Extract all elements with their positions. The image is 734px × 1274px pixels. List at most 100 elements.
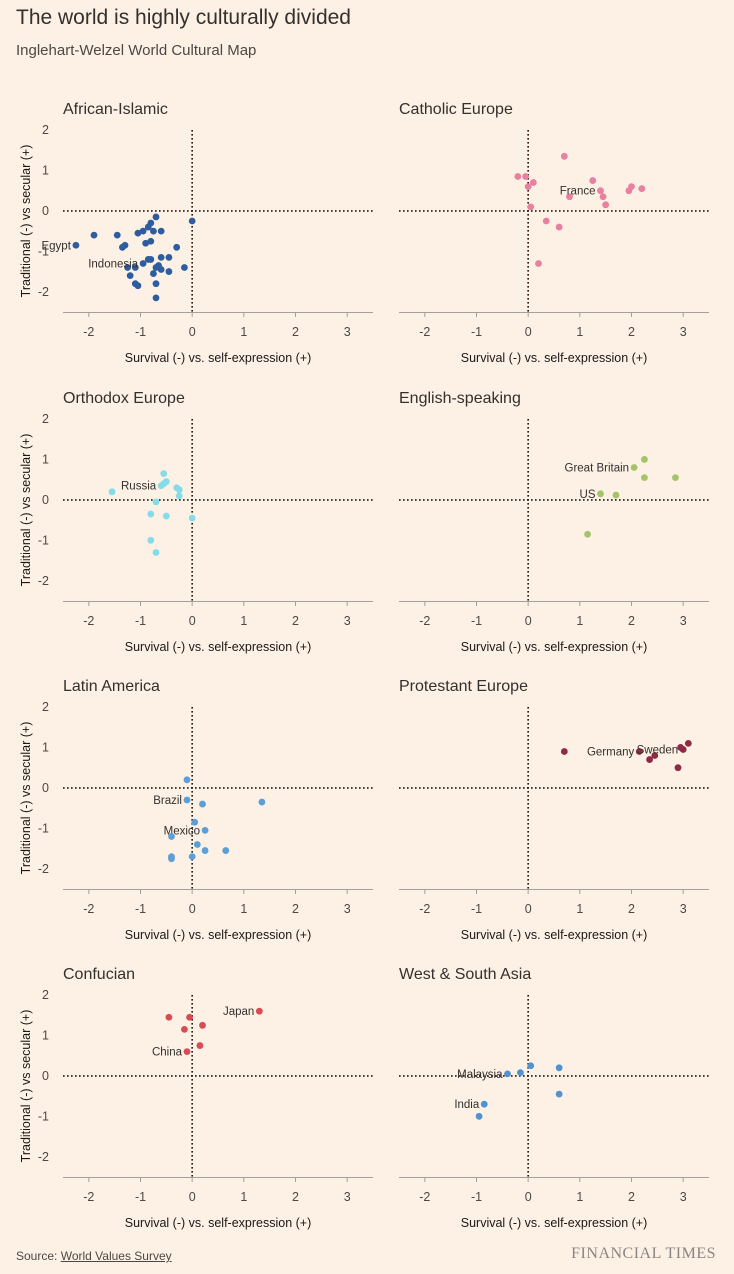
page-title: The world is highly culturally divided — [16, 6, 351, 29]
data-point — [186, 1013, 193, 1021]
panel-latin-america: Latin America -2 -1 0 1 2 3 2 1 0 -1 -2 Survival (-)… — [19, 678, 373, 942]
x-tick-label: 3 — [344, 325, 351, 339]
point-label: China — [152, 1047, 183, 1059]
data-point — [589, 177, 597, 184]
panel-title: Catholic Europe — [399, 101, 513, 118]
source-link[interactable]: World Values Survey — [60, 1249, 172, 1263]
y-tick-label: 1 — [42, 740, 49, 754]
data-point — [638, 185, 646, 193]
x-tick-label: -1 — [135, 325, 146, 339]
data-point — [566, 193, 573, 201]
data-point — [635, 748, 643, 755]
x-tick-label: 1 — [576, 614, 583, 628]
x-tick-label: 2 — [628, 325, 635, 339]
point-label: Germany — [587, 746, 635, 758]
x-axis-label: Survival (-) vs. self-expression (+) — [125, 928, 312, 942]
y-tick-label: -1 — [38, 821, 49, 835]
data-point — [150, 270, 157, 277]
x-axis-label: Survival (-) vs. self-expression (+) — [461, 1216, 648, 1230]
data-point — [121, 241, 129, 249]
y-tick-label: -2 — [38, 1150, 49, 1164]
data-point — [527, 203, 535, 211]
x-tick-label: 0 — [525, 614, 532, 628]
x-tick-label: 3 — [680, 1190, 687, 1204]
data-point — [157, 227, 165, 235]
y-axis-label: Traditional (-) vs secular (+) — [19, 145, 33, 298]
x-tick-label: 1 — [240, 614, 247, 628]
data-point — [157, 266, 165, 273]
data-point — [630, 464, 638, 471]
data-point — [152, 498, 160, 506]
panel-title: Protestant Europe — [399, 678, 528, 695]
x-tick-label: 1 — [240, 1190, 247, 1204]
point-label: Great Britain — [565, 463, 630, 475]
data-point — [555, 1090, 563, 1098]
data-point — [584, 530, 591, 538]
source-note: Source: World Values Survey — [16, 1249, 172, 1263]
data-point — [602, 201, 610, 209]
panel-orthodox-europe: Orthodox Europe -2 -1 0 1 2 3 2 1 0 -1 -2 Survival (… — [19, 390, 373, 654]
data-point — [504, 1070, 511, 1078]
x-tick-label: -2 — [419, 614, 430, 628]
x-tick-label: 3 — [680, 325, 687, 339]
data-point — [165, 1013, 173, 1021]
data-point — [175, 492, 183, 500]
x-tick-label: 2 — [628, 614, 635, 628]
data-point — [165, 268, 173, 275]
x-tick-label: -1 — [471, 325, 482, 339]
x-tick-label: -2 — [419, 325, 430, 339]
x-tick-label: 0 — [525, 902, 532, 916]
x-tick-label: 3 — [344, 902, 351, 916]
data-point — [168, 833, 175, 840]
data-point — [124, 264, 131, 271]
ft-logo: FINANCIAL TIMES — [571, 1245, 716, 1262]
panel-title: West & South Asia — [399, 966, 531, 983]
x-tick-label: 3 — [344, 614, 351, 628]
data-point — [131, 264, 139, 271]
x-tick-label: -2 — [83, 902, 94, 916]
data-point — [162, 512, 170, 520]
y-axis-label: Traditional (-) vs secular (+) — [19, 722, 33, 875]
data-point — [152, 549, 160, 556]
data-point — [181, 264, 188, 271]
x-tick-label: 3 — [680, 902, 687, 916]
x-tick-label: 2 — [292, 325, 299, 339]
x-tick-label: 0 — [189, 902, 196, 916]
x-tick-label: 2 — [292, 902, 299, 916]
data-point — [165, 254, 173, 261]
x-axis-label: Survival (-) vs. self-expression (+) — [461, 351, 648, 365]
data-point — [199, 800, 206, 808]
data-point — [160, 470, 168, 477]
y-tick-label: -2 — [38, 862, 49, 876]
y-tick-label: 2 — [42, 700, 49, 714]
data-point — [255, 1007, 263, 1015]
point-label: Japan — [223, 1006, 254, 1018]
data-point — [72, 241, 80, 249]
data-point — [134, 229, 142, 237]
y-tick-label: 0 — [42, 781, 49, 795]
y-tick-label: 0 — [42, 204, 49, 218]
data-point — [641, 456, 648, 463]
data-point — [147, 219, 155, 227]
x-tick-label: 1 — [240, 902, 247, 916]
y-tick-label: 2 — [42, 988, 49, 1002]
y-tick-label: 0 — [42, 1069, 49, 1083]
y-tick-label: 0 — [42, 493, 49, 507]
data-point — [597, 490, 604, 498]
data-point — [162, 478, 170, 486]
x-tick-label: -2 — [419, 1190, 430, 1204]
point-label: Malaysia — [457, 1069, 503, 1081]
x-tick-label: 0 — [525, 325, 532, 339]
panel-title: English-speaking — [399, 390, 521, 407]
panel-title: African-Islamic — [63, 101, 168, 118]
data-point — [191, 818, 199, 826]
data-point — [193, 841, 201, 848]
x-tick-label: 2 — [292, 614, 299, 628]
x-axis-label: Survival (-) vs. self-expression (+) — [125, 640, 312, 654]
x-tick-label: 1 — [240, 325, 247, 339]
data-point — [152, 213, 160, 221]
point-label: Sweden — [637, 744, 679, 756]
data-point — [555, 1064, 563, 1072]
data-point — [674, 764, 682, 772]
data-point — [679, 746, 687, 753]
